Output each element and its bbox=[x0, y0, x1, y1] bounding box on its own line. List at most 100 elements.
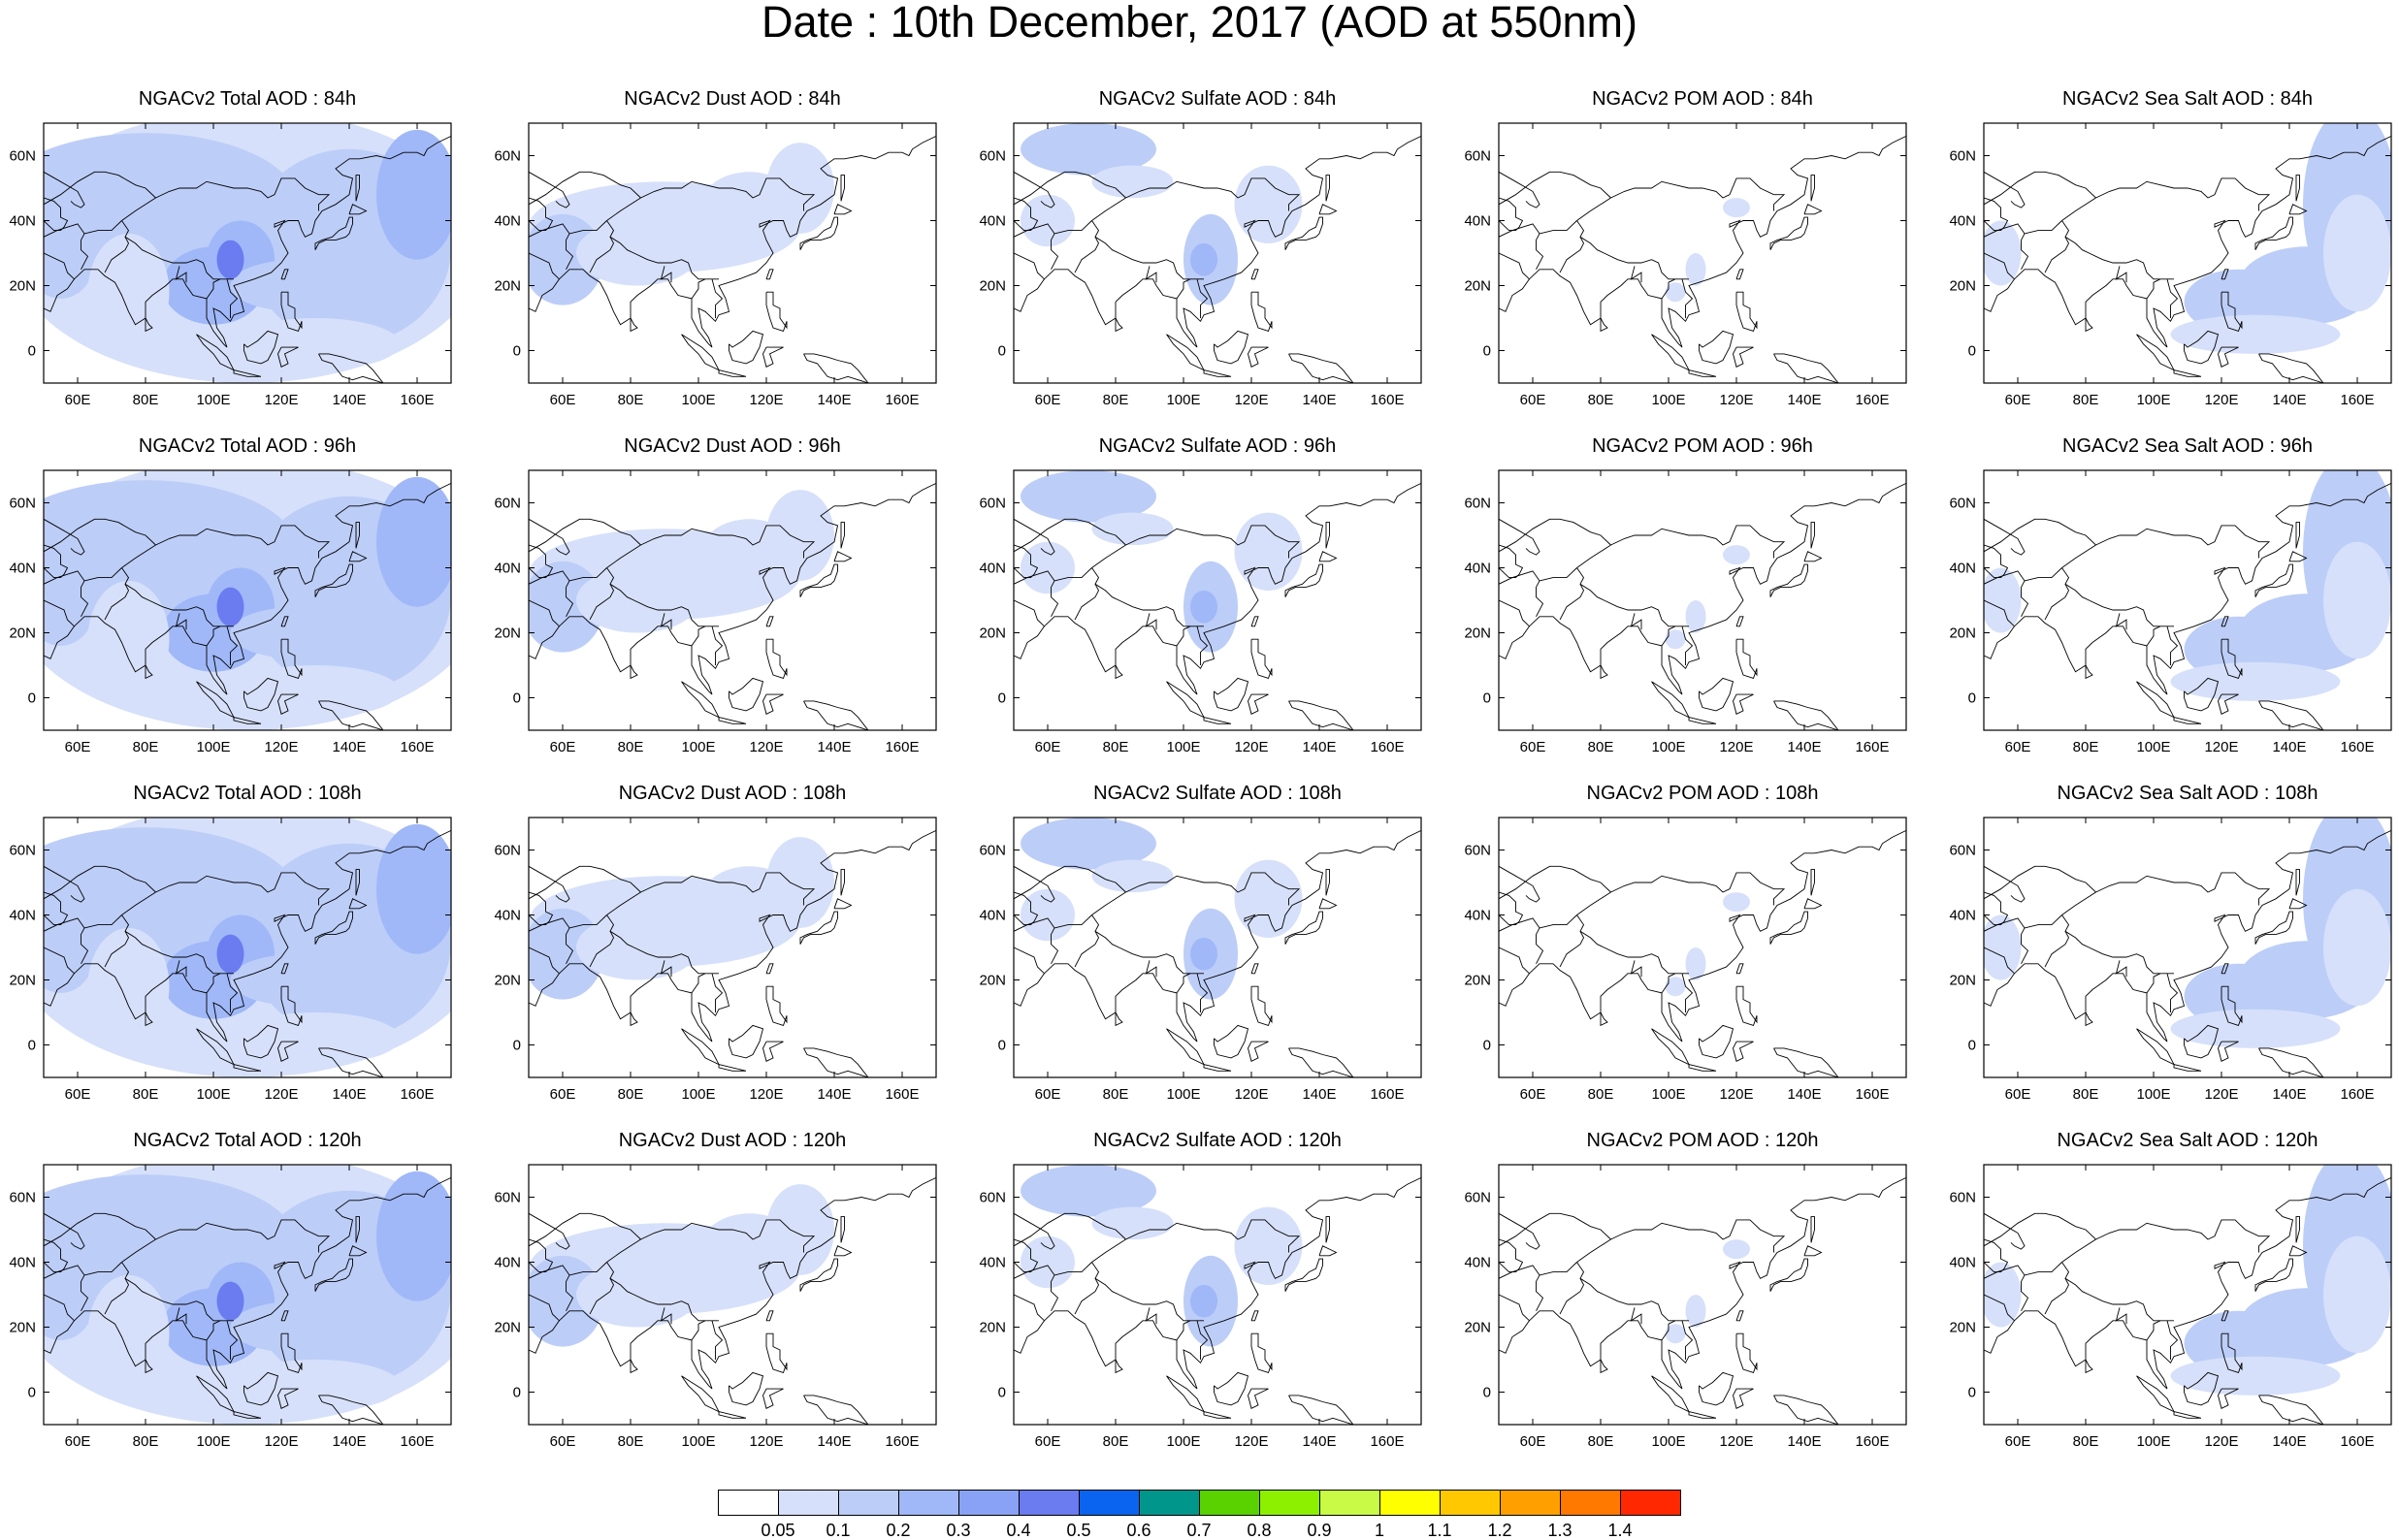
aod-map: 60E 80E 100E 120E 140E 160E 60N 40N 20N 0 bbox=[1464, 1164, 1907, 1450]
lon-tick-label: 160E bbox=[400, 1433, 434, 1450]
coastline bbox=[566, 233, 574, 271]
coastline bbox=[196, 1028, 236, 1066]
coastline bbox=[1176, 1320, 1191, 1341]
lon-tick-label: 80E bbox=[1588, 739, 1614, 755]
coastline bbox=[1499, 891, 1524, 926]
colorbar-swatch bbox=[898, 1490, 959, 1516]
coastline bbox=[1176, 973, 1191, 994]
aod-map: 60E 80E 100E 120E 140E 160E 60N 40N 20N 0 bbox=[1949, 817, 2392, 1103]
lon-tick-label: 100E bbox=[196, 392, 230, 408]
aod-shade bbox=[376, 129, 451, 260]
coastline bbox=[1196, 1320, 1209, 1360]
lon-tick-label: 120E bbox=[749, 739, 783, 755]
coastline bbox=[2295, 869, 2300, 896]
panel-title: NGACv2 Sea Salt AOD : 120h bbox=[2057, 1130, 2318, 1151]
colorbar-label: 0.4 bbox=[1006, 1521, 1031, 1540]
coastline bbox=[1014, 482, 1421, 695]
coastline bbox=[833, 551, 853, 562]
coastline bbox=[1014, 1212, 1126, 1247]
coastline bbox=[691, 626, 706, 647]
coastline bbox=[1984, 482, 2391, 695]
lat-tick-label: 60N bbox=[9, 843, 36, 859]
coastline bbox=[1773, 353, 1839, 383]
lat-tick-label: 20N bbox=[1464, 973, 1491, 989]
coastline bbox=[2173, 369, 2202, 377]
lat-tick-label: 60N bbox=[1464, 148, 1491, 165]
coastline bbox=[1248, 1388, 1269, 1409]
lon-tick-label: 100E bbox=[1651, 1086, 1685, 1103]
coastline bbox=[175, 960, 187, 978]
lon-tick-label: 80E bbox=[618, 392, 644, 408]
coastline bbox=[1014, 829, 1421, 1043]
coastline bbox=[660, 613, 672, 630]
map-frame bbox=[1498, 122, 1907, 384]
colorbar-label: 1.4 bbox=[1607, 1521, 1633, 1540]
aod-shade bbox=[1984, 914, 2022, 980]
map-frame bbox=[43, 122, 452, 384]
panel-title: NGACv2 Total AOD : 96h bbox=[138, 435, 357, 457]
coastline bbox=[2166, 973, 2179, 1012]
aod-map: 60E 80E 100E 120E 140E 160E 60N 40N 20N 0 bbox=[1464, 122, 1907, 408]
coastline bbox=[1651, 334, 1691, 371]
aod-shade bbox=[2323, 194, 2391, 312]
lat-tick-label: 0 bbox=[1968, 1038, 1976, 1054]
coastline bbox=[280, 638, 303, 679]
coastline bbox=[1576, 1219, 1786, 1263]
coastline bbox=[762, 1041, 784, 1062]
coastline bbox=[681, 1028, 721, 1066]
coastline bbox=[2173, 1411, 2202, 1419]
aod-map: 60E 80E 100E 120E 140E 160E 60N 40N 20N 0 bbox=[494, 469, 937, 755]
coastline bbox=[568, 220, 607, 235]
coastline bbox=[833, 898, 853, 910]
coastline bbox=[44, 518, 85, 556]
coastline bbox=[1699, 677, 1734, 712]
map-panel-seasalt: NGACv2 Sea Salt AOD : 120h 60E 80E 100E 120E… bbox=[1940, 1129, 2396, 1468]
coastline bbox=[1803, 1245, 1823, 1257]
lat-tick-label: 0 bbox=[1968, 343, 1976, 360]
coastline bbox=[1203, 717, 1232, 724]
coastline bbox=[1014, 171, 1055, 209]
aod-map: 60E 80E 100E 120E 140E 160E 60N 40N 20N 0 bbox=[494, 1164, 937, 1450]
lat-tick-label: 40N bbox=[1949, 1255, 1976, 1271]
lat-tick-label: 60N bbox=[1949, 496, 1976, 512]
coastline bbox=[206, 278, 221, 300]
map-panel-total: NGACv2 Total AOD : 96h 60E 80E 100E 120E 140E… bbox=[0, 434, 456, 774]
map-panel-total: NGACv2 Total AOD : 108h 60E 80E 100E 120E 140… bbox=[0, 782, 456, 1121]
coastline bbox=[145, 1359, 153, 1374]
aod-shade bbox=[1723, 545, 1750, 565]
aod-shade bbox=[230, 318, 401, 370]
coastline bbox=[1733, 693, 1754, 715]
coastline bbox=[1196, 278, 1209, 318]
map-panel-pom: NGACv2 POM AOD : 120h 60E 80E 100E 120E 140E 1… bbox=[1455, 1129, 1911, 1468]
coastline bbox=[529, 973, 560, 1007]
coastline bbox=[1318, 551, 1338, 562]
coastline bbox=[1499, 570, 1540, 585]
coastline bbox=[196, 681, 236, 719]
coastline bbox=[355, 522, 360, 549]
lon-tick-label: 140E bbox=[1787, 739, 1821, 755]
coastline bbox=[104, 931, 130, 968]
coastline bbox=[314, 911, 353, 945]
lon-tick-label: 160E bbox=[1370, 1086, 1404, 1103]
coastline bbox=[1499, 1238, 1524, 1273]
coastline bbox=[1681, 1320, 1694, 1360]
coastline bbox=[529, 482, 936, 695]
coastline bbox=[1284, 216, 1323, 250]
map-panel-dust: NGACv2 Dust AOD : 120h 60E 80E 100E 120E 140E… bbox=[485, 1129, 941, 1468]
coastline bbox=[81, 927, 89, 965]
coastline bbox=[1499, 865, 1611, 900]
map-panel-sulfate: NGACv2 Sulfate AOD : 96h 60E 80E 100E 120E 14… bbox=[970, 434, 1426, 774]
coastline bbox=[1051, 927, 1059, 965]
panel-title: NGACv2 Total AOD : 120h bbox=[133, 1130, 362, 1151]
coastline bbox=[762, 1388, 784, 1409]
coastline bbox=[2136, 681, 2176, 719]
coastline bbox=[81, 1274, 89, 1312]
coastline bbox=[81, 233, 89, 271]
lon-tick-label: 140E bbox=[1787, 1086, 1821, 1103]
colorbar-swatch bbox=[958, 1490, 1020, 1516]
aod-shade bbox=[1021, 470, 1156, 523]
aod-shade bbox=[376, 1171, 451, 1301]
lon-tick-label: 100E bbox=[196, 739, 230, 755]
coastline bbox=[2254, 563, 2293, 597]
lon-tick-label: 60E bbox=[2005, 1433, 2031, 1450]
